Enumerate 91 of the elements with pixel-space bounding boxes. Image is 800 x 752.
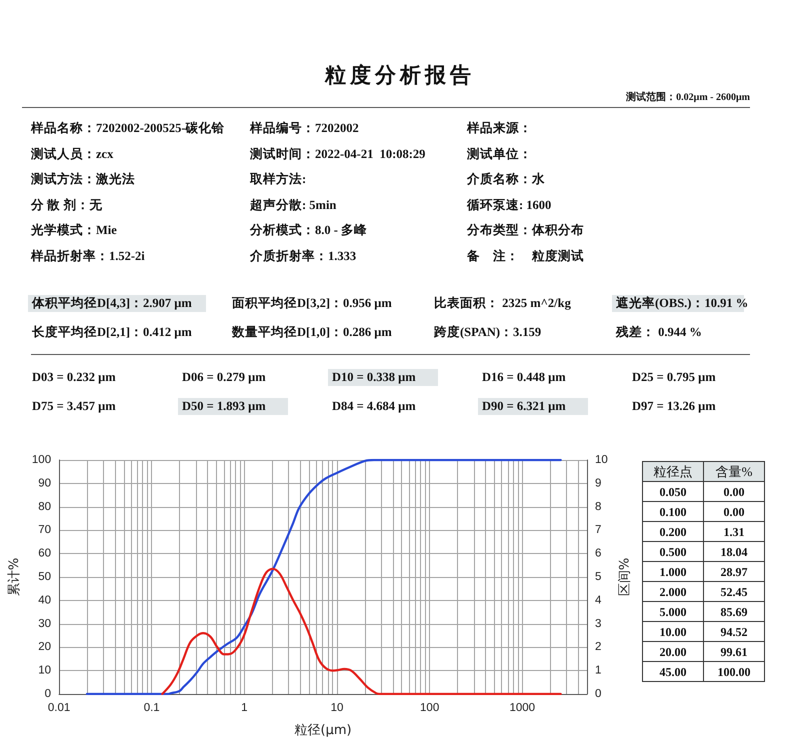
text: 0.200: [642, 522, 704, 542]
text: 99.61: [704, 642, 764, 662]
y-tick-label: 30: [38, 618, 52, 630]
y2-tick-label: 2: [595, 641, 602, 654]
text: 分析模式：8.0 - 多峰: [250, 222, 368, 239]
text: 粒径点: [642, 462, 704, 482]
text: 1.31: [704, 522, 764, 542]
text: 超声分散: 5min: [250, 196, 336, 214]
y-tick-label: 80: [38, 500, 52, 513]
text: 18.04: [704, 542, 764, 562]
text: 测试单位：: [467, 146, 532, 162]
text: 跨度(SPAN)：3.159: [434, 324, 542, 340]
text: 100.00: [704, 662, 764, 682]
text: 0.050: [642, 482, 704, 502]
text: D84 = 4.684 μm: [332, 398, 416, 414]
text: 2.000: [642, 582, 704, 602]
text: 介质折射率：1.333: [250, 248, 356, 264]
y2-tick-label: 10: [595, 454, 608, 466]
text: 0.500: [642, 542, 704, 562]
y-tick-label: 0: [44, 688, 52, 700]
text: 0.00: [704, 502, 764, 522]
y-tick-label: 40: [38, 594, 52, 606]
text: 测试方法：激光法: [31, 171, 135, 188]
text: 测试范围：0.02μm - 2600μm: [626, 91, 750, 104]
y-tick-label: 70: [38, 524, 52, 536]
text: 10.00: [642, 622, 704, 642]
y2-tick-label: 8: [595, 500, 602, 513]
text: 测试人员：zcx: [31, 146, 114, 162]
text: 分布类型：体积分布: [467, 222, 584, 239]
text: 28.97: [704, 562, 764, 582]
text: 备 注： 粒度测试: [467, 248, 584, 264]
text: 数量平均径D[1,0]：0.286 μm: [232, 324, 392, 340]
text: D50 = 1.893 μm: [178, 398, 288, 414]
y-tick-label: 60: [38, 548, 52, 560]
y-tick-label: 20: [38, 641, 52, 654]
text: 样品编号：7202002: [250, 120, 359, 137]
text: D10 = 0.338 μm: [328, 369, 438, 386]
text: 20.00: [642, 642, 704, 662]
y2-tick-label: 6: [595, 548, 602, 560]
y-tick-label: 10: [38, 664, 52, 677]
text: 介质名称：水: [467, 171, 545, 188]
text: 94.52: [704, 622, 764, 642]
text: D25 = 0.795 μm: [632, 369, 716, 386]
text: 光学模式：Mie: [31, 222, 117, 239]
text: 比表面积： 2325 m^2/kg: [434, 295, 571, 312]
x-tick-label: 100: [420, 702, 440, 714]
x-axis-title: 粒径(μm): [294, 723, 352, 738]
text: 面积平均径D[3,2]：0.956 μm: [232, 295, 392, 312]
text: 长度平均径D[2,1]：0.412 μm: [32, 324, 192, 340]
x-tick-label: 1000: [509, 702, 536, 714]
y2-axis-title: 区间%: [618, 558, 633, 596]
x-tick-label: 10: [330, 702, 344, 714]
y2-tick-label: 4: [595, 594, 602, 606]
x-tick-label: 0.01: [48, 702, 70, 714]
text: 1.000: [642, 562, 704, 582]
y-axis-title: 累计%: [7, 558, 22, 596]
y-tick-label: 100: [32, 454, 52, 466]
chart-title: 粒度分析报告: [324, 62, 476, 88]
text: 残差： 0.944 %: [616, 324, 702, 340]
y2-tick-label: 9: [595, 477, 602, 490]
y2-tick-label: 7: [595, 524, 602, 536]
y-tick-label: 50: [38, 571, 52, 583]
text: 遮光率(OBS.)：10.91 %: [615, 295, 748, 312]
text: 0.100: [642, 502, 704, 522]
text: 5.000: [642, 602, 704, 622]
text: D16 = 0.448 μm: [482, 369, 566, 386]
text: 85.69: [704, 602, 764, 622]
x-tick-label: 0.1: [144, 702, 160, 714]
text: D06 = 0.279 μm: [182, 369, 266, 386]
text: 样品来源：: [467, 120, 532, 137]
text: 体积平均径D[4,3]：2.907 μm: [28, 295, 206, 312]
x-tick-label: 1: [241, 702, 248, 714]
y2-tick-label: 1: [595, 664, 602, 677]
text: 分 散 剂：无: [31, 196, 102, 214]
text: 循环泵速: 1600: [467, 196, 552, 214]
text: 样品折射率：1.52-2i: [31, 248, 145, 264]
text: D03 = 0.232 μm: [32, 369, 116, 386]
text: D90 = 6.321 μm: [478, 398, 588, 414]
text: 样品名称：7202002-200525-碳化铪: [31, 120, 225, 137]
text: 测试时间：2022-04-21 10:08:29: [250, 146, 426, 162]
text: 45.00: [642, 662, 704, 682]
y2-tick-label: 3: [595, 618, 602, 630]
text: D97 = 13.26 μm: [632, 398, 716, 414]
text: 含量%: [704, 462, 764, 482]
text: 52.45: [704, 582, 764, 602]
y2-tick-label: 5: [595, 571, 602, 583]
text: D75 = 3.457 μm: [32, 398, 116, 414]
text: 0.00: [704, 482, 764, 502]
text: 取样方法:: [250, 171, 306, 188]
y-tick-label: 90: [38, 477, 52, 490]
y2-tick-label: 0: [595, 688, 602, 700]
